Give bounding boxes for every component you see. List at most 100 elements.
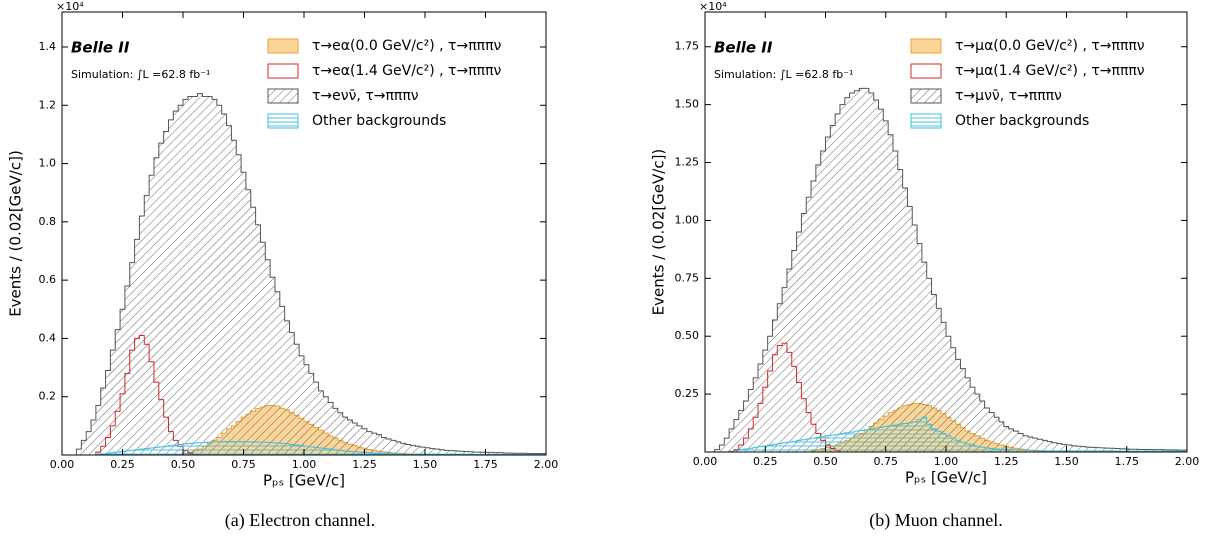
bar xyxy=(1042,440,1048,452)
bar xyxy=(897,169,903,452)
bar xyxy=(405,444,411,455)
bar xyxy=(753,447,759,452)
legend-label: τ→eα(1.4 GeV/c²) , τ→πππν xyxy=(312,63,502,79)
bar xyxy=(1061,444,1067,452)
bar xyxy=(772,320,778,452)
bar xyxy=(241,172,246,455)
bar xyxy=(197,93,203,456)
step-outline xyxy=(705,87,1188,453)
bar xyxy=(381,453,387,455)
bar xyxy=(304,364,309,455)
y-tick-label: 0.6 xyxy=(39,273,57,286)
bar xyxy=(328,449,334,455)
bar xyxy=(192,443,198,455)
bar xyxy=(153,157,159,455)
bar xyxy=(478,452,484,455)
bar xyxy=(352,451,358,455)
bar xyxy=(318,448,324,455)
bar xyxy=(1090,447,1096,452)
bar xyxy=(873,428,879,452)
bar xyxy=(1085,450,1091,452)
x-axis-label: Pₚₛ [GeV/c] xyxy=(905,469,987,487)
bar xyxy=(931,294,937,452)
bar xyxy=(979,401,985,452)
bar xyxy=(120,309,125,455)
bar xyxy=(299,445,304,455)
bar xyxy=(1085,447,1091,452)
bar xyxy=(129,262,135,455)
x-tick-label: 1.25 xyxy=(994,455,1019,468)
bar xyxy=(839,433,845,452)
bar xyxy=(245,189,251,455)
bar xyxy=(912,421,918,452)
bar xyxy=(1023,450,1028,452)
bar xyxy=(168,119,174,456)
bar xyxy=(1105,448,1110,452)
bar xyxy=(178,444,183,455)
step-outline xyxy=(705,416,1188,453)
bar xyxy=(1032,438,1038,452)
y-tick-label: 0.50 xyxy=(675,329,700,342)
bar xyxy=(260,442,266,455)
bar xyxy=(134,239,140,455)
histogram-series xyxy=(62,441,547,456)
bar xyxy=(91,420,96,455)
bar xyxy=(1114,448,1120,452)
bar xyxy=(868,93,874,452)
bar xyxy=(917,419,922,452)
bar xyxy=(284,320,290,455)
bar xyxy=(1018,450,1024,452)
bar xyxy=(454,450,459,455)
y-tick-label: 1.4 xyxy=(39,40,57,53)
x-tick-label: 2.00 xyxy=(1175,455,1200,468)
bar xyxy=(815,437,821,452)
bar xyxy=(376,434,382,455)
bar xyxy=(979,447,985,452)
bar xyxy=(163,446,169,455)
bar xyxy=(960,368,966,452)
bar xyxy=(767,336,773,452)
bar xyxy=(420,447,425,455)
bar xyxy=(907,206,913,452)
bar xyxy=(782,287,787,452)
bar xyxy=(902,188,908,452)
bar xyxy=(1109,448,1115,452)
y-tick-label: 1.0 xyxy=(39,157,57,170)
bar xyxy=(936,431,942,452)
bar xyxy=(386,438,392,455)
bar xyxy=(270,277,275,455)
bar xyxy=(255,442,261,455)
bar xyxy=(1109,450,1115,452)
x-tick-label: 1.50 xyxy=(1054,455,1079,468)
bar xyxy=(197,442,203,455)
bar xyxy=(941,322,946,452)
bar xyxy=(999,449,1004,452)
x-tick-label: 0.25 xyxy=(753,455,778,468)
bar xyxy=(265,259,271,455)
bar xyxy=(844,97,850,453)
bar xyxy=(221,441,227,455)
bar xyxy=(806,197,812,452)
legend-swatch xyxy=(267,113,299,129)
bar xyxy=(110,452,116,455)
bar xyxy=(100,387,106,455)
bar xyxy=(859,430,865,452)
legend-swatch xyxy=(267,88,299,104)
bar xyxy=(323,448,329,455)
bar xyxy=(395,453,401,455)
bar xyxy=(347,420,353,455)
bar xyxy=(333,449,338,455)
bar xyxy=(796,232,802,452)
x-tick-label: 0.50 xyxy=(813,455,838,468)
legend-swatch xyxy=(910,38,942,54)
bar xyxy=(308,373,314,455)
bar xyxy=(449,450,455,455)
bar xyxy=(1076,450,1081,452)
bar xyxy=(926,424,932,452)
bar xyxy=(134,449,140,455)
bar xyxy=(371,433,377,455)
bar xyxy=(878,109,884,453)
bar xyxy=(124,450,130,455)
bar xyxy=(333,408,338,455)
